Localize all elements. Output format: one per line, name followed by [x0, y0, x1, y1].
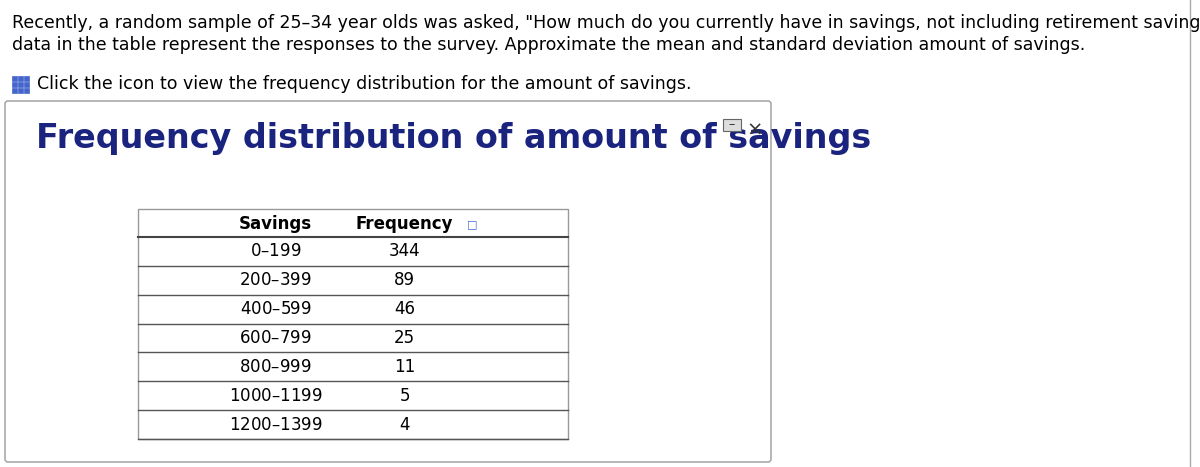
Bar	[24, 88, 29, 93]
Text: ×: ×	[746, 121, 763, 140]
Text: 344: 344	[389, 242, 420, 261]
Text: 11: 11	[394, 358, 415, 376]
Bar	[722, 119, 742, 131]
Bar	[12, 82, 17, 87]
Bar	[12, 88, 17, 93]
Bar	[12, 76, 17, 81]
Bar	[24, 82, 29, 87]
Text: $200–$399: $200–$399	[239, 271, 312, 289]
Text: $1000–$1199: $1000–$1199	[229, 387, 323, 405]
Bar	[18, 82, 23, 87]
Text: 25: 25	[394, 329, 415, 347]
Text: data in the table represent the responses to the survey. Approximate the mean an: data in the table represent the response…	[12, 36, 1085, 54]
Text: Recently, a random sample of 25–34 year olds was asked, "How much do you current: Recently, a random sample of 25–34 year …	[12, 14, 1200, 32]
Text: $400–$599: $400–$599	[240, 300, 312, 318]
Text: Frequency distribution of amount of savings: Frequency distribution of amount of savi…	[36, 122, 871, 155]
Bar	[18, 76, 23, 81]
Bar	[18, 88, 23, 93]
Text: –: –	[728, 119, 736, 132]
Text: $0–$199: $0–$199	[250, 242, 301, 261]
Text: 46: 46	[394, 300, 415, 318]
Text: 5: 5	[400, 387, 410, 405]
Text: 4: 4	[400, 416, 410, 433]
Text: Frequency: Frequency	[356, 215, 454, 234]
Text: Savings: Savings	[239, 215, 312, 234]
Text: Click the icon to view the frequency distribution for the amount of savings.: Click the icon to view the frequency dis…	[37, 75, 691, 93]
Text: $600–$799: $600–$799	[239, 329, 312, 347]
Bar	[138, 209, 568, 439]
Text: □: □	[467, 219, 478, 229]
Bar	[24, 76, 29, 81]
Text: $1200–$1399: $1200–$1399	[229, 416, 323, 433]
FancyBboxPatch shape	[5, 101, 772, 462]
Text: $800–$999: $800–$999	[239, 358, 312, 376]
Text: 89: 89	[394, 271, 415, 289]
